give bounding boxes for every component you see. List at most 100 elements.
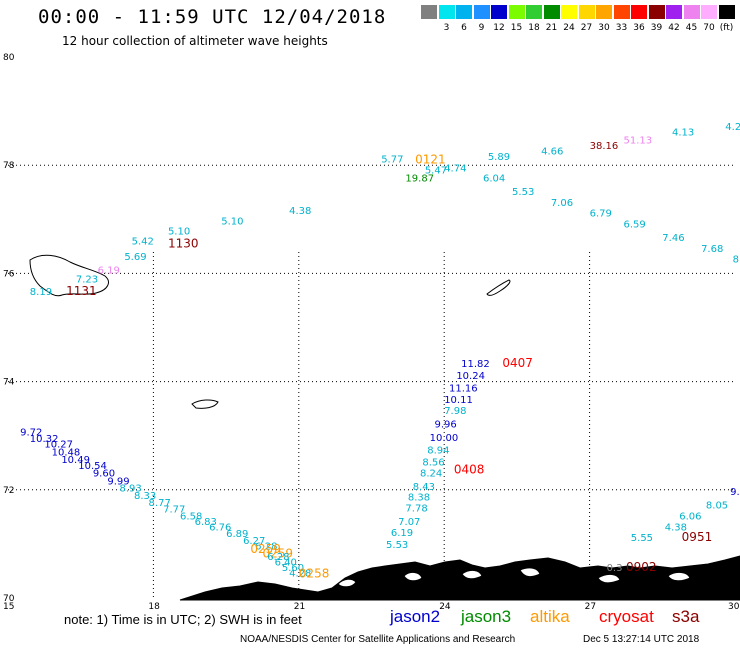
wave-height-value: 7.23 <box>76 275 98 286</box>
generated-timestamp: Dec 5 13:27:14 UTC 2018 <box>583 634 700 645</box>
wave-height-value: 9.96 <box>435 420 457 431</box>
pass-time-label: 0407 <box>502 356 533 370</box>
wave-height-value: 6.19 <box>391 528 413 539</box>
wave-height-value: 5.77 <box>381 154 403 165</box>
wave-height-value: 8 <box>733 255 739 266</box>
longitude-label: 27 <box>585 602 596 612</box>
colorbar-swatch <box>508 5 525 19</box>
wave-height-value: 6.89 <box>226 529 248 540</box>
wave-height-value: 8.93 <box>119 483 141 494</box>
wave-height-value: 8.05 <box>706 501 728 512</box>
wave-height-value: 6.28 <box>255 541 277 552</box>
pass-time-label: 1131 <box>66 284 97 298</box>
wave-height-value: 10.32 <box>30 434 59 445</box>
wave-height-value: 51.13 <box>624 136 653 147</box>
wave-height-value: 7.06 <box>551 198 573 209</box>
legend-jason3: jason3 <box>461 607 512 626</box>
colorbar-swatch <box>718 5 735 19</box>
pass-time-label: 0902 <box>626 560 657 574</box>
colorbar-label: 3 <box>443 23 450 33</box>
colorbar-label: 6 <box>461 23 467 33</box>
colorbar-label: 12 <box>493 23 505 33</box>
colorbar-label: 27 <box>580 23 593 33</box>
wave-height-value: 10.48 <box>52 448 81 459</box>
wave-height-value: 6.79 <box>590 209 612 220</box>
wave-height-value: 4.74 <box>444 164 466 175</box>
wave-height-value: 4.38 <box>665 522 687 533</box>
colorbar-label: 39 <box>650 23 663 33</box>
colorbar-swatch <box>543 5 560 19</box>
bear-island <box>191 399 219 409</box>
wave-height-value: 7.46 <box>662 233 684 244</box>
colorbar-label: 24 <box>563 23 575 33</box>
colorbar-label: (ft) <box>719 23 734 33</box>
legend-jason2: jason2 <box>390 607 441 626</box>
wave-height-value: 10.00 <box>430 433 459 444</box>
colorbar-label: 70 <box>703 23 715 33</box>
lat-lon-grid <box>8 164 735 598</box>
wave-height-value: 9.72 <box>20 428 42 439</box>
longitude-label: 18 <box>148 602 160 612</box>
map-subtitle: 12 hour collection of altimeter wave hei… <box>62 34 328 48</box>
colorbar-swatch <box>561 5 577 19</box>
wave-height-value: 8.94 <box>427 446 449 457</box>
wave-height-value: 11.16 <box>449 383 478 394</box>
wave-height-value: 8.56 <box>422 457 444 468</box>
map-title: 00:00 - 11:59 UTC 12/04/2018 <box>38 6 387 28</box>
wave-height-value: 7.77 <box>163 505 185 516</box>
credit-line: NOAA/NESDIS Center for Satellite Applica… <box>240 634 516 645</box>
pass-time-label: 0121 <box>415 153 446 167</box>
wave-height-value: 9.60 <box>93 468 115 479</box>
wave-height-value: 11.82 <box>461 359 490 370</box>
pass-time-label: 0951 <box>682 530 713 544</box>
landmass-layer <box>29 254 740 601</box>
wave-height-value: 5.47 <box>425 165 447 176</box>
wave-height-value: 5.53 <box>512 187 534 198</box>
colorbar-swatch <box>421 5 437 19</box>
colorbar-swatch <box>666 5 682 19</box>
wave-height-value: 6.04 <box>483 173 505 184</box>
footnote: note: 1) Time is in UTC; 2) SWH is in fe… <box>64 612 302 627</box>
pass-time-label: 0259 <box>262 546 293 560</box>
wave-height-value: 6.58 <box>180 512 202 523</box>
colorbar-label: 36 <box>633 23 645 33</box>
wave-height-value: 6.76 <box>209 522 231 533</box>
colorbar-swatch <box>456 5 472 19</box>
wave-height-value: 5.10 <box>168 226 190 237</box>
wave-height-value: 9.99 <box>107 476 129 487</box>
colorbar-swatch <box>701 5 717 19</box>
wave-height-value: 6.40 <box>275 558 297 569</box>
colorbar-swatch <box>613 5 630 19</box>
wave-height-value: 38.16 <box>590 141 619 152</box>
wave-height-value: 5.55 <box>631 533 653 544</box>
colorbar-label: 18 <box>528 23 540 33</box>
longitude-label: 30 <box>728 602 740 612</box>
wave-height-value: 7.07 <box>398 517 420 528</box>
wave-height-value: 10.24 <box>456 371 485 382</box>
wave-height-value: 0.3 <box>607 563 623 574</box>
pass-time-label: 0408 <box>454 463 485 477</box>
wave-height-value: 4.25 <box>725 122 740 133</box>
colorbar-swatch <box>438 5 455 19</box>
wave-height-value: 10.49 <box>61 455 90 466</box>
wave-height-value: 7.68 <box>701 244 723 255</box>
colorbar-label: 33 <box>615 23 628 33</box>
pass-time-label: 1130 <box>168 236 199 250</box>
wave-height-value: 4.38 <box>289 206 311 217</box>
wave-height-value: 6.59 <box>624 219 646 230</box>
svalbard-coast <box>29 254 109 297</box>
wave-height-value: 5.53 <box>386 540 408 551</box>
wave-height-value: 19.87 <box>405 173 434 184</box>
wave-height-value: 6.28 <box>267 552 289 563</box>
colorbar-swatch <box>578 5 595 19</box>
wave-height-value: 4.13 <box>672 127 694 138</box>
colorbar-swatch <box>648 5 665 19</box>
colorbar-swatch <box>683 5 700 19</box>
legend-cryosat: cryosat <box>599 607 654 626</box>
latitude-label: 80 <box>3 53 15 63</box>
legend-s3a: s3a <box>672 607 700 626</box>
observation-labels: 4.254.1351.1338.164.665.8901215.775.474.… <box>20 122 740 580</box>
legend-altika: altika <box>530 607 570 626</box>
wave-height-value: 8.43 <box>413 482 435 493</box>
